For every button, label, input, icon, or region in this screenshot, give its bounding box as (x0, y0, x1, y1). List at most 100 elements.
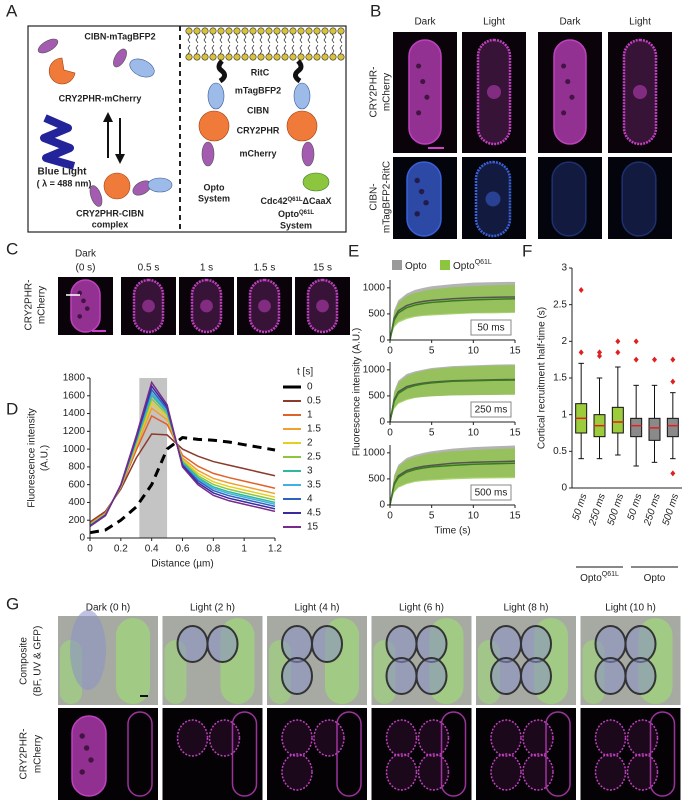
vacuole (423, 199, 429, 206)
cell (417, 753, 450, 791)
outlier (615, 349, 621, 356)
panel-label: B (370, 1, 381, 20)
y-tick-label: 1000 (63, 444, 86, 455)
text-part: Opto (644, 573, 666, 584)
y-tick-label: 200 (68, 515, 85, 526)
outlier (670, 378, 676, 385)
label: RitC (251, 67, 270, 77)
x-tick-label: 1 (241, 544, 247, 555)
cell (621, 161, 657, 237)
column-header: Light (4 h) (294, 603, 339, 614)
cell (551, 161, 587, 237)
outlier (670, 470, 676, 477)
outlier (597, 349, 602, 356)
cell (624, 657, 657, 695)
micrograph (580, 708, 681, 800)
column-header: 1.5 s (254, 263, 276, 274)
box (648, 417, 661, 441)
cell (281, 719, 313, 757)
annotation-box (470, 401, 512, 418)
legend-label: 1.5 (307, 424, 321, 435)
nucleus (142, 299, 155, 313)
x-tick-label: 0.4 (145, 544, 159, 555)
y-tick-label: 1800 (63, 373, 86, 384)
column-header: (0 s) (76, 263, 96, 274)
group-label: OptoQ61L (580, 571, 619, 583)
cell (520, 625, 552, 663)
x-tick-label: 0.8 (206, 544, 220, 555)
annotation: 50 ms (477, 323, 504, 334)
x-tick-label: 15 (509, 346, 521, 357)
annotation-box (470, 319, 512, 336)
vacuole (565, 79, 571, 85)
cell (490, 657, 522, 695)
label: CIBN-mTagBFP2 (84, 31, 155, 41)
y-tick-label: 600 (68, 479, 85, 490)
column-header: Light (10 h) (605, 603, 656, 614)
text-part: Opto (453, 261, 475, 272)
x-axis-label: Distance (µm) (151, 559, 213, 570)
nucleus (486, 84, 502, 100)
row-label: mCherry (382, 73, 393, 111)
cell (626, 719, 659, 757)
legend-label: 4.5 (307, 508, 321, 519)
cell (176, 625, 209, 663)
cell (70, 610, 106, 690)
vacuole (416, 110, 422, 116)
y-tick-label: 2 (561, 336, 567, 347)
y-axis-label: (A.U.) (40, 445, 51, 471)
column-header: Light (6 h) (399, 603, 444, 614)
column-header: Light (483, 17, 505, 28)
x-tick-label: 15 (509, 511, 521, 522)
cell (70, 279, 101, 333)
y-tick-label: 500 (368, 474, 385, 485)
vacuole (81, 298, 86, 304)
outlier (633, 338, 639, 345)
x-tick-label: 50 ms (626, 492, 645, 521)
panel-label: E (348, 241, 359, 260)
row-label: CIBN- (369, 183, 380, 210)
cell (206, 625, 239, 663)
series-line (89, 393, 276, 526)
label: OptoQ61L (278, 209, 314, 219)
y-tick-label: 1000 (363, 447, 386, 458)
column-header: 15 s (313, 263, 332, 274)
label: ( λ = 488 nm) (37, 178, 92, 188)
text-part: Q61L (475, 259, 492, 266)
x-tick-label: 10 (468, 346, 480, 357)
y-tick-label: 500 (368, 391, 385, 402)
column-header: Light (2 h) (190, 603, 235, 614)
vacuole (79, 769, 85, 775)
row-label: mCherry (33, 735, 44, 773)
cell (490, 753, 522, 791)
cell (385, 719, 418, 757)
legend-label: 2.5 (307, 452, 321, 463)
y-axis-label: Fluorescence intensity (A.U.) (352, 328, 363, 456)
cell (408, 39, 442, 145)
y-tick-label: 1.5 (553, 373, 567, 384)
x-tick-label: 0.6 (176, 544, 190, 555)
panel-a-diagram: CRY2PHR-mCherry CIBN-mTagBFP2 Blue Light… (27, 25, 347, 233)
cell (336, 711, 362, 797)
row-label: mTagBFP2-RitC (382, 161, 393, 233)
text-part: Q61L (602, 571, 619, 578)
cell (520, 657, 552, 695)
label: CIBN (247, 105, 269, 115)
x-tick-label: 0.2 (114, 544, 128, 555)
panel-label: F (522, 241, 532, 260)
outlier (578, 287, 584, 293)
text-part: Opto (580, 573, 602, 584)
legend-label: 1 (307, 410, 313, 421)
legend-label: OptoQ61L (453, 259, 492, 271)
x-tick-label: 0 (87, 544, 93, 555)
y-tick-label: 400 (68, 497, 85, 508)
y-tick-label: 0 (379, 335, 385, 346)
label: Opto (204, 182, 225, 192)
vacuole (424, 94, 430, 100)
column-header: Dark (559, 17, 581, 28)
y-tick-label: 1000 (363, 282, 386, 293)
y-tick-label: 0 (561, 483, 567, 494)
cell (176, 719, 209, 757)
outlier (633, 356, 639, 363)
panel-label: A (6, 1, 18, 20)
